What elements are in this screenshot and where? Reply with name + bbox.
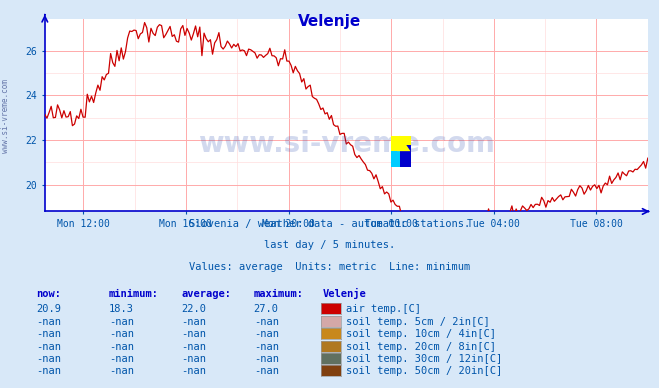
Text: maximum:: maximum: (254, 289, 304, 299)
Text: -nan: -nan (109, 366, 134, 376)
Text: last day / 5 minutes.: last day / 5 minutes. (264, 240, 395, 250)
Text: now:: now: (36, 289, 61, 299)
Text: -nan: -nan (36, 354, 61, 364)
Text: soil temp. 10cm / 4in[C]: soil temp. 10cm / 4in[C] (346, 329, 496, 339)
Text: -nan: -nan (181, 317, 206, 327)
Text: -nan: -nan (181, 341, 206, 352)
Text: 27.0: 27.0 (254, 304, 279, 314)
Text: -nan: -nan (181, 354, 206, 364)
Text: soil temp. 20cm / 8in[C]: soil temp. 20cm / 8in[C] (346, 341, 496, 352)
Text: -nan: -nan (254, 354, 279, 364)
Text: -nan: -nan (254, 366, 279, 376)
Text: www.si-vreme.com: www.si-vreme.com (198, 130, 495, 158)
Text: Velenje: Velenje (323, 288, 366, 299)
Text: Slovenia / weather data - automatic stations.: Slovenia / weather data - automatic stat… (189, 219, 470, 229)
Text: soil temp. 5cm / 2in[C]: soil temp. 5cm / 2in[C] (346, 317, 490, 327)
Text: -nan: -nan (109, 317, 134, 327)
Text: minimum:: minimum: (109, 289, 159, 299)
Text: -nan: -nan (36, 317, 61, 327)
Text: -nan: -nan (36, 329, 61, 339)
Text: www.si-vreme.com: www.si-vreme.com (1, 80, 10, 153)
Text: -nan: -nan (181, 366, 206, 376)
Text: -nan: -nan (109, 329, 134, 339)
Text: 22.0: 22.0 (181, 304, 206, 314)
Text: soil temp. 30cm / 12in[C]: soil temp. 30cm / 12in[C] (346, 354, 502, 364)
Text: 20.9: 20.9 (36, 304, 61, 314)
Bar (391, 151, 402, 167)
Text: average:: average: (181, 289, 231, 299)
Text: -nan: -nan (109, 341, 134, 352)
Bar (391, 135, 411, 153)
Text: -nan: -nan (254, 317, 279, 327)
Polygon shape (397, 135, 411, 151)
Text: Velenje: Velenje (298, 14, 361, 29)
Text: -nan: -nan (36, 366, 61, 376)
Text: -nan: -nan (109, 354, 134, 364)
Text: Values: average  Units: metric  Line: minimum: Values: average Units: metric Line: mini… (189, 262, 470, 272)
Text: 18.3: 18.3 (109, 304, 134, 314)
Text: -nan: -nan (254, 341, 279, 352)
Bar (400, 145, 411, 167)
Text: -nan: -nan (36, 341, 61, 352)
Text: -nan: -nan (254, 329, 279, 339)
Text: -nan: -nan (181, 329, 206, 339)
Text: air temp.[C]: air temp.[C] (346, 304, 421, 314)
Text: soil temp. 50cm / 20in[C]: soil temp. 50cm / 20in[C] (346, 366, 502, 376)
